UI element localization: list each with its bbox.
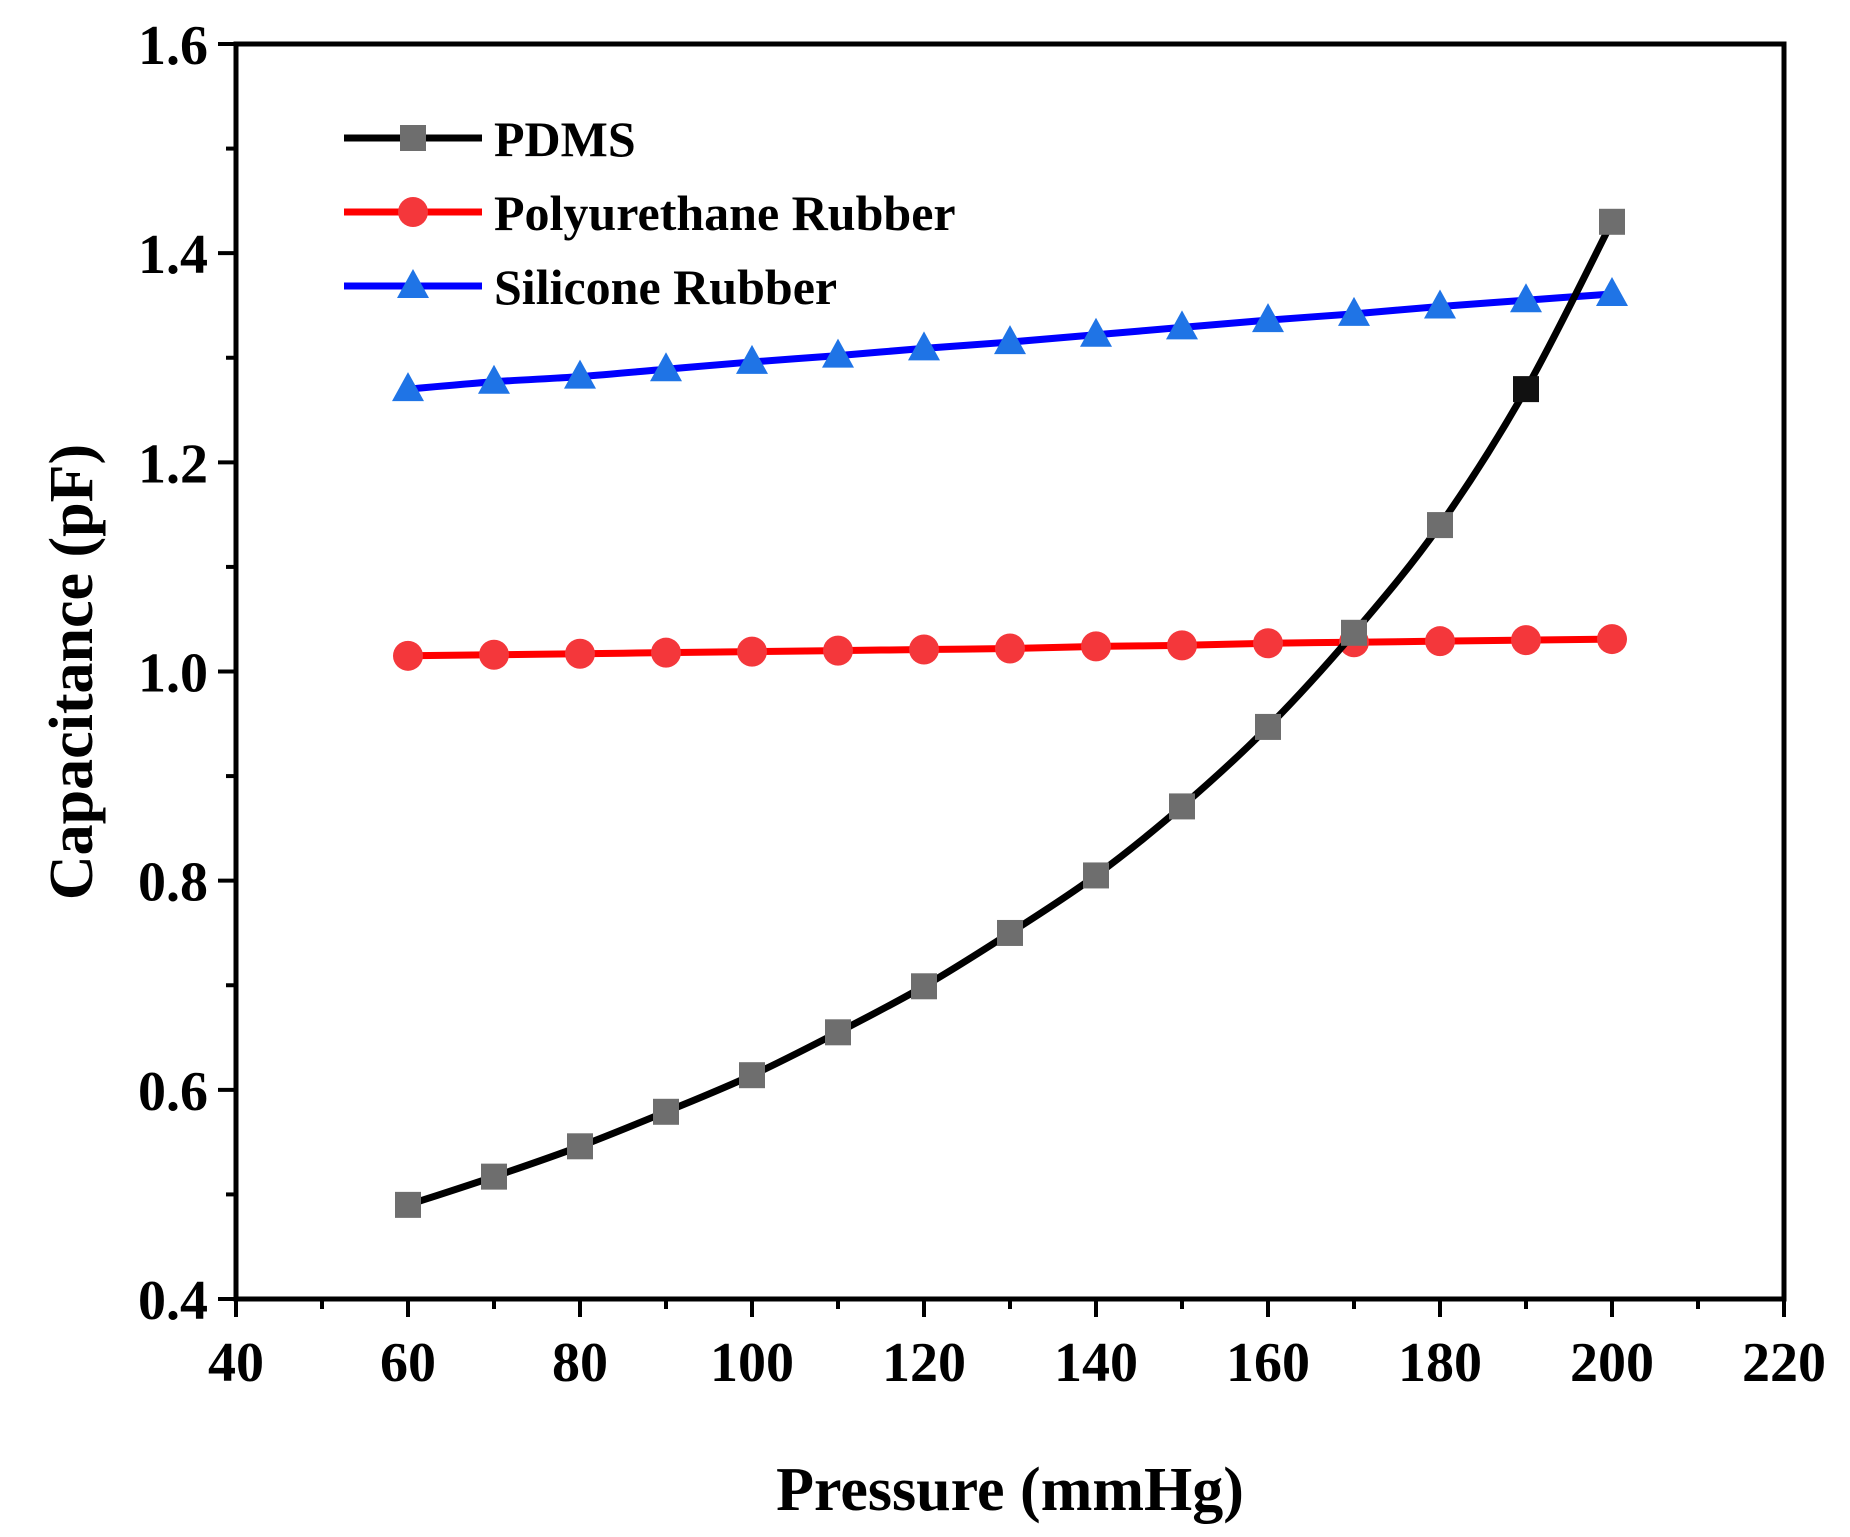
data-point-polyurethane-rubber — [909, 634, 939, 665]
data-point-polyurethane-rubber — [1425, 626, 1455, 657]
data-point-polyurethane-rubber — [1511, 625, 1541, 656]
data-point-polyurethane-rubber — [651, 637, 681, 668]
y-axis-title: Capacitance (pF) — [38, 444, 106, 900]
data-point-pdms — [1513, 376, 1539, 403]
x-axis-title: Pressure (mmHg) — [776, 1456, 1244, 1524]
legend-label-silicone-rubber: Silicone Rubber — [494, 259, 837, 315]
legend-label-pdms: PDMS — [494, 111, 636, 167]
data-point-polyurethane-rubber — [1081, 631, 1111, 662]
y-tick-label: 1.2 — [138, 433, 208, 495]
data-point-pdms — [1427, 512, 1453, 539]
x-tick-label: 200 — [1570, 1332, 1654, 1394]
series-pdms — [395, 208, 1625, 1218]
data-point-pdms — [1083, 862, 1109, 889]
plot-frame — [233, 41, 1787, 1302]
series-line-pdms — [404, 218, 1616, 1209]
data-point-polyurethane-rubber — [565, 638, 595, 669]
data-point-polyurethane-rubber — [995, 633, 1025, 664]
data-point-silicone-rubber — [994, 325, 1026, 355]
data-point-silicone-rubber — [1424, 289, 1456, 319]
x-tick-label: 120 — [882, 1332, 966, 1394]
x-tick-label: 140 — [1054, 1332, 1138, 1394]
legend: PDMS Polyurethane Rubber Silicone Rubber — [344, 111, 956, 315]
data-point-pdms — [1599, 208, 1625, 235]
data-point-pdms — [567, 1133, 593, 1160]
data-point-pdms — [911, 973, 937, 1000]
legend-marker-pdms — [400, 125, 426, 151]
y-tick-label: 1.4 — [138, 224, 208, 286]
y-axis-ticks: 0.4 0.6 0.8 1.0 1.2 1.4 1.6 — [138, 15, 236, 1332]
data-point-pdms — [653, 1098, 679, 1125]
data-point-silicone-rubber — [1338, 296, 1370, 326]
data-point-pdms — [1341, 619, 1367, 646]
data-point-silicone-rubber — [822, 338, 854, 368]
data-point-pdms — [395, 1191, 421, 1218]
data-point-silicone-rubber — [1510, 283, 1542, 313]
series-layer — [392, 208, 1628, 1218]
x-tick-label: 80 — [552, 1332, 608, 1394]
legend-label-polyurethane-rubber: Polyurethane Rubber — [494, 185, 956, 241]
x-tick-label: 220 — [1742, 1332, 1826, 1394]
y-tick-label: 1.6 — [138, 15, 208, 77]
data-point-pdms — [825, 1019, 851, 1046]
x-tick-label: 40 — [208, 1332, 264, 1394]
data-point-polyurethane-rubber — [393, 640, 423, 671]
data-point-polyurethane-rubber — [479, 639, 509, 670]
x-tick-label: 100 — [710, 1332, 794, 1394]
y-tick-label: 1.0 — [138, 643, 208, 705]
data-point-silicone-rubber — [1080, 317, 1112, 347]
x-axis-ticks: 40 60 80 100 120 140 160 180 200 220 — [208, 1299, 1826, 1394]
data-point-silicone-rubber — [908, 331, 940, 361]
x-tick-label: 160 — [1226, 1332, 1310, 1394]
data-point-pdms — [481, 1163, 507, 1190]
y-tick-label: 0.8 — [138, 852, 208, 914]
series-silicone-rubber — [392, 276, 1628, 402]
data-point-silicone-rubber — [564, 359, 596, 389]
data-point-silicone-rubber — [1252, 303, 1284, 333]
series-polyurethane-rubber — [393, 624, 1627, 671]
data-point-polyurethane-rubber — [1597, 624, 1627, 655]
data-point-silicone-rubber — [1166, 310, 1198, 340]
data-point-silicone-rubber — [392, 372, 424, 402]
data-point-polyurethane-rubber — [823, 635, 853, 666]
data-point-polyurethane-rubber — [737, 636, 767, 667]
data-point-silicone-rubber — [650, 352, 682, 382]
data-point-silicone-rubber — [736, 344, 768, 374]
y-tick-label: 0.4 — [138, 1270, 208, 1332]
data-point-polyurethane-rubber — [1167, 630, 1197, 661]
x-tick-label: 180 — [1398, 1332, 1482, 1394]
data-point-pdms — [1255, 713, 1281, 740]
data-point-pdms — [997, 919, 1023, 946]
data-point-silicone-rubber — [1596, 276, 1628, 306]
data-point-pdms — [739, 1062, 765, 1089]
legend-marker-polyurethane-rubber — [398, 197, 428, 227]
x-tick-label: 60 — [380, 1332, 436, 1394]
data-point-polyurethane-rubber — [1253, 628, 1283, 659]
legend-marker-silicone-rubber — [397, 269, 429, 298]
data-point-pdms — [1169, 793, 1195, 820]
data-point-silicone-rubber — [478, 364, 510, 394]
y-tick-label: 0.6 — [138, 1061, 208, 1123]
